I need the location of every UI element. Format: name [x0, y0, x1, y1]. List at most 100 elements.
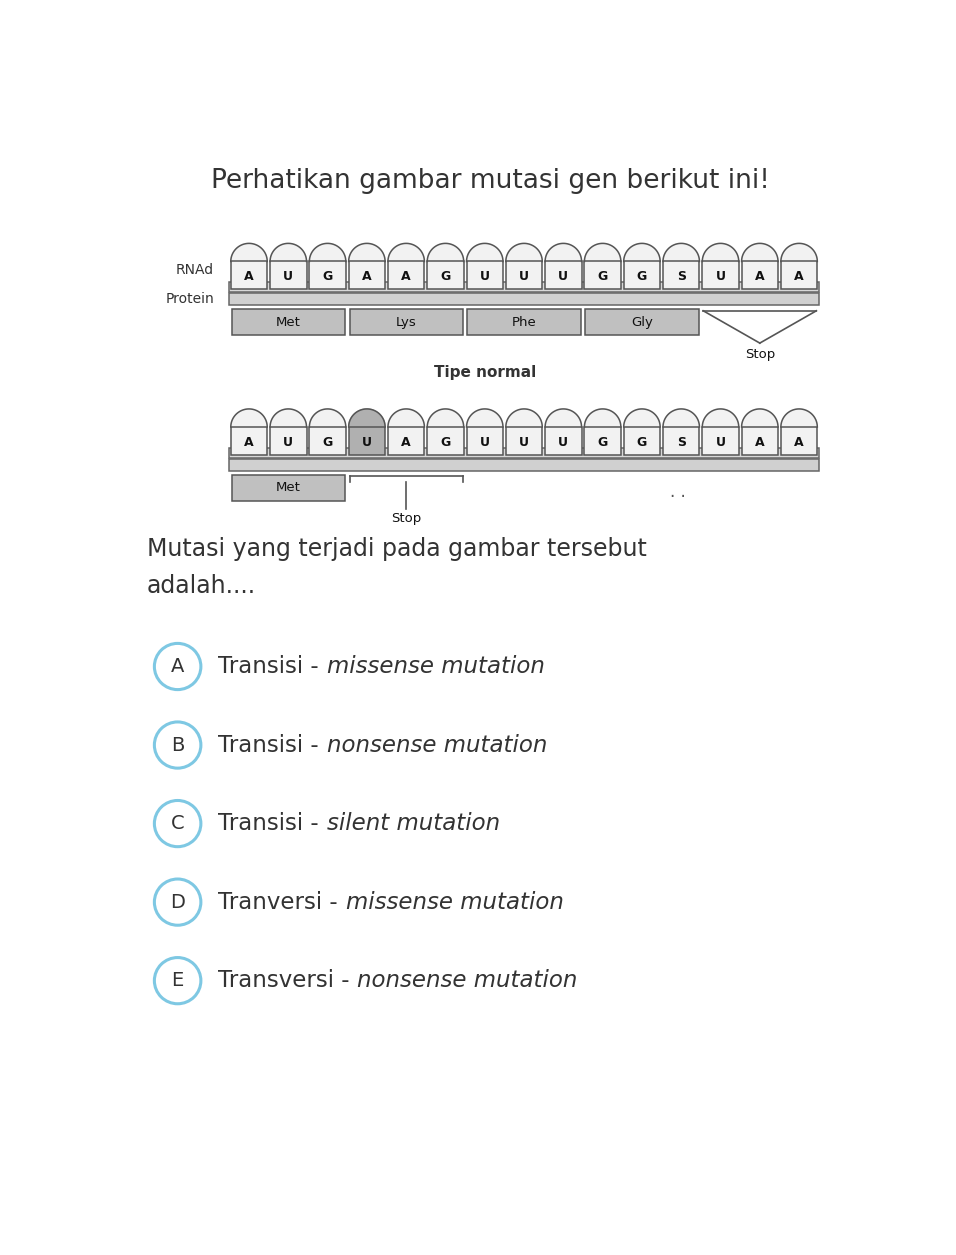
Text: Protein: Protein: [165, 292, 214, 306]
Circle shape: [154, 958, 201, 1004]
Bar: [388, 261, 424, 289]
Bar: [271, 427, 307, 454]
Bar: [742, 261, 778, 289]
Text: U: U: [715, 270, 726, 284]
Bar: [310, 261, 346, 289]
Polygon shape: [388, 243, 424, 261]
Text: G: G: [637, 270, 647, 284]
Bar: [623, 427, 661, 454]
Text: Stop: Stop: [745, 348, 775, 360]
Bar: [230, 427, 268, 454]
Text: G: G: [441, 270, 450, 284]
Text: Met: Met: [276, 482, 301, 494]
Text: A: A: [402, 435, 411, 449]
Bar: [506, 261, 542, 289]
Text: U: U: [558, 435, 569, 449]
Text: . .: . .: [669, 483, 685, 501]
Bar: [229, 282, 818, 292]
Bar: [349, 427, 385, 454]
Text: A: A: [794, 435, 804, 449]
Bar: [231, 474, 345, 501]
Text: Transisi -: Transisi -: [218, 812, 326, 835]
Text: G: G: [441, 435, 450, 449]
Text: A: A: [244, 435, 253, 449]
Polygon shape: [349, 409, 385, 427]
Polygon shape: [584, 409, 620, 427]
Bar: [545, 427, 581, 454]
Text: RNAd: RNAd: [176, 264, 214, 277]
Polygon shape: [703, 409, 739, 427]
Circle shape: [154, 801, 201, 847]
Text: C: C: [171, 814, 185, 833]
Text: adalah....: adalah....: [146, 574, 256, 597]
Polygon shape: [467, 409, 503, 427]
Text: Perhatikan gambar mutasi gen berikut ini!: Perhatikan gambar mutasi gen berikut ini…: [210, 168, 770, 195]
Bar: [229, 458, 818, 471]
Polygon shape: [310, 409, 346, 427]
Text: Met: Met: [276, 316, 301, 329]
Text: Transisi -: Transisi -: [218, 655, 326, 678]
Bar: [703, 261, 739, 289]
Bar: [742, 427, 778, 454]
Text: Stop: Stop: [391, 512, 422, 526]
Text: nonsense mutation: nonsense mutation: [327, 733, 547, 757]
Text: G: G: [598, 270, 608, 284]
Text: G: G: [598, 435, 608, 449]
Bar: [663, 427, 700, 454]
Text: silent mutation: silent mutation: [327, 812, 500, 835]
Polygon shape: [781, 243, 817, 261]
Polygon shape: [623, 243, 661, 261]
Bar: [229, 448, 818, 458]
Text: Tranversi -: Tranversi -: [218, 891, 345, 914]
Polygon shape: [506, 409, 542, 427]
Polygon shape: [703, 243, 739, 261]
Text: Transversi -: Transversi -: [218, 969, 357, 993]
Bar: [584, 261, 620, 289]
Circle shape: [154, 722, 201, 768]
Bar: [349, 261, 385, 289]
Text: U: U: [558, 270, 569, 284]
Text: A: A: [402, 270, 411, 284]
Text: G: G: [322, 435, 333, 449]
Polygon shape: [271, 409, 307, 427]
Polygon shape: [742, 409, 778, 427]
Text: G: G: [637, 435, 647, 449]
Polygon shape: [427, 243, 464, 261]
Text: S: S: [677, 435, 685, 449]
Bar: [585, 309, 699, 335]
Bar: [623, 261, 661, 289]
Bar: [427, 261, 464, 289]
Polygon shape: [663, 409, 700, 427]
Text: A: A: [244, 270, 253, 284]
Bar: [545, 261, 581, 289]
Text: A: A: [362, 270, 372, 284]
Polygon shape: [349, 243, 385, 261]
Bar: [781, 261, 817, 289]
Bar: [663, 261, 700, 289]
Text: A: A: [794, 270, 804, 284]
Bar: [467, 309, 580, 335]
Bar: [271, 261, 307, 289]
Polygon shape: [545, 409, 581, 427]
Circle shape: [154, 878, 201, 925]
Bar: [388, 427, 424, 454]
Text: G: G: [322, 270, 333, 284]
Bar: [781, 427, 817, 454]
Bar: [231, 309, 345, 335]
Polygon shape: [506, 243, 542, 261]
Polygon shape: [623, 409, 661, 427]
Text: B: B: [171, 735, 185, 754]
Bar: [427, 427, 464, 454]
Text: U: U: [519, 270, 529, 284]
Text: U: U: [715, 435, 726, 449]
Polygon shape: [663, 243, 700, 261]
Bar: [467, 427, 503, 454]
Polygon shape: [584, 243, 620, 261]
Polygon shape: [230, 409, 268, 427]
Bar: [703, 427, 739, 454]
Text: U: U: [519, 435, 529, 449]
Text: A: A: [171, 658, 185, 676]
Polygon shape: [310, 243, 346, 261]
Text: E: E: [171, 971, 184, 990]
Bar: [229, 294, 818, 305]
